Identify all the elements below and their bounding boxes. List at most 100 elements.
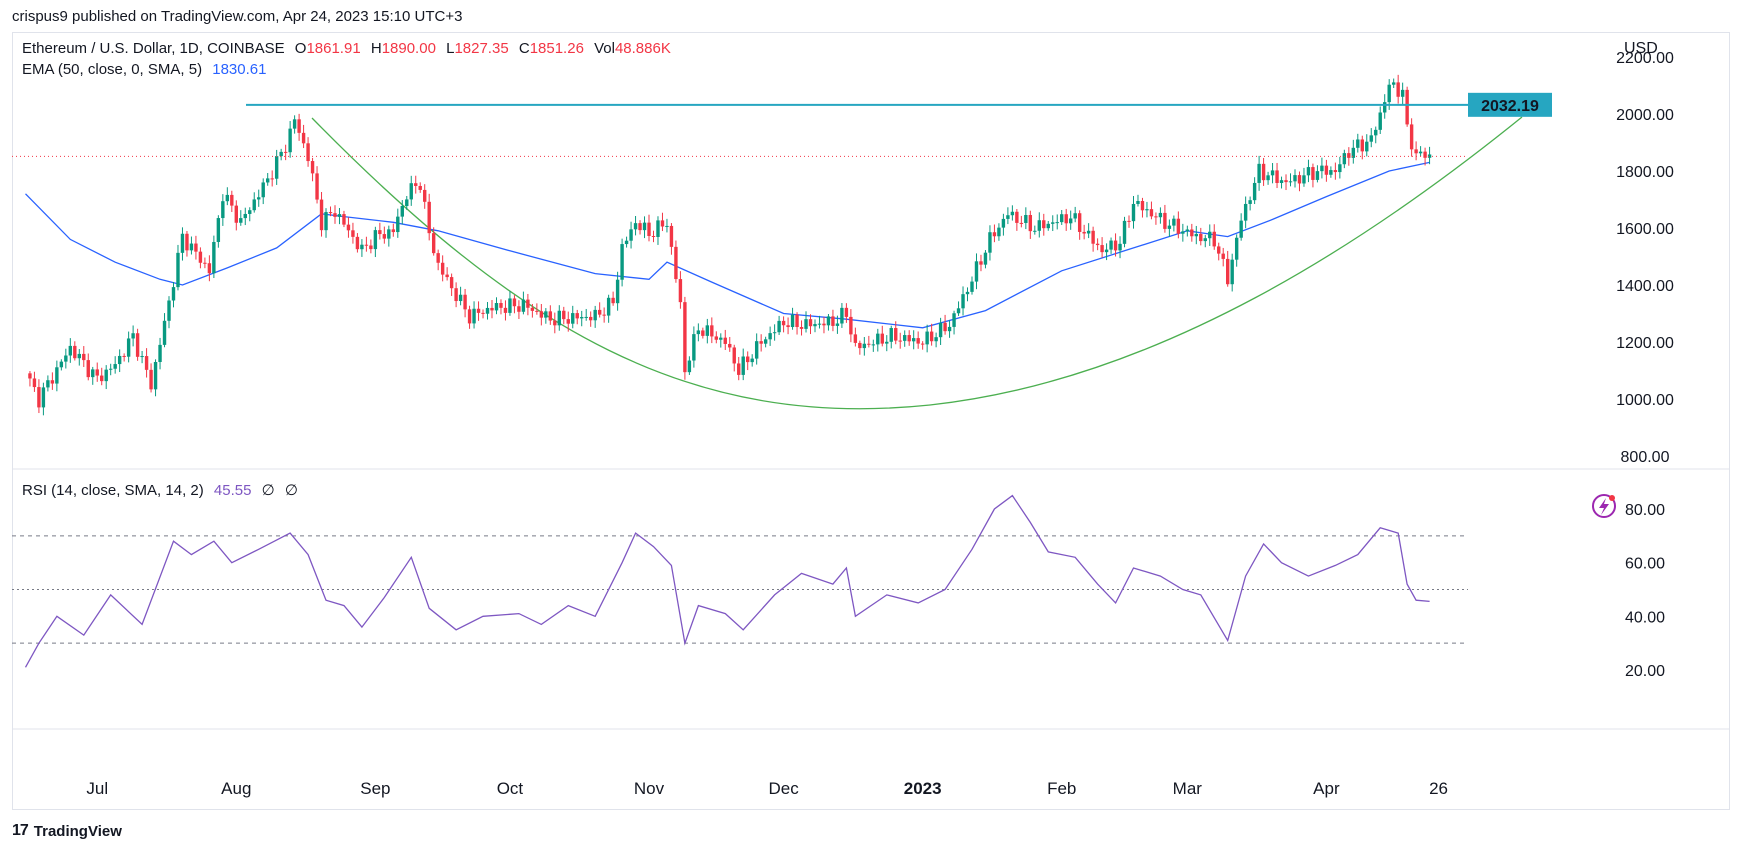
candle-body (597, 309, 602, 315)
price-tick-label: 1600.00 (1616, 221, 1674, 238)
candle-body (1230, 259, 1234, 285)
candle-body (257, 197, 261, 200)
candle-body (772, 332, 777, 334)
candle-body (1423, 151, 1427, 158)
candle-body (113, 364, 117, 369)
candle-body (898, 340, 902, 342)
candle-body (1212, 231, 1216, 247)
candle-body (633, 223, 638, 230)
time-tick-label: Apr (1313, 779, 1340, 798)
candle-body (158, 344, 162, 362)
open-value: 1861.91 (306, 40, 361, 57)
tradingview-footer[interactable]: 17 TradingView (12, 822, 122, 840)
candle-body (1046, 223, 1050, 229)
price-tick-label: 2200.00 (1616, 50, 1674, 67)
candle-body (162, 320, 167, 345)
candle-body (490, 307, 494, 311)
candle-body (929, 331, 934, 342)
candle-body (1118, 243, 1122, 251)
candle-body (992, 232, 997, 237)
candle-body (239, 218, 243, 223)
candle-body (212, 241, 216, 274)
candle-body (1001, 218, 1006, 228)
time-tick-label: 26 (1429, 779, 1448, 798)
candle-body (638, 223, 642, 231)
candle-body (602, 314, 606, 316)
candle-body (979, 261, 983, 265)
candle-body (198, 251, 203, 263)
candle-body (544, 311, 548, 318)
candle-body (149, 369, 153, 390)
low-value: 1827.35 (454, 40, 509, 57)
candle-body (288, 128, 292, 153)
candle-body (1167, 225, 1172, 229)
candle-body (55, 367, 59, 384)
symbol-legend: Ethereum / U.S. Dollar, 1D, COINBASE O18… (22, 40, 671, 57)
candle-body (266, 178, 270, 183)
candle-body (889, 328, 893, 342)
candle-body (1131, 203, 1136, 222)
candle-body (562, 310, 566, 320)
candle-body (117, 355, 122, 365)
rsi-tick-label: 40.00 (1625, 609, 1665, 626)
candle-body (844, 307, 849, 317)
candle-body (1145, 209, 1149, 211)
time-tick-label: 2023 (904, 779, 942, 798)
candle-body (629, 229, 633, 241)
candle-body (176, 252, 180, 288)
candle-body (37, 387, 41, 408)
candle-body (1306, 167, 1311, 176)
candle-body (449, 277, 454, 289)
candle-body (342, 214, 346, 225)
candle-body (508, 298, 512, 313)
candle-body (418, 185, 422, 190)
candle-body (974, 261, 979, 282)
candle-body (938, 322, 943, 338)
lightning-icon[interactable] (1592, 494, 1616, 518)
candle-body (135, 333, 140, 357)
candle-body (952, 313, 956, 327)
chart-frame (12, 32, 1730, 810)
time-tick-label: Jul (86, 779, 108, 798)
candle-body (934, 337, 938, 342)
candle-body (131, 333, 135, 339)
candle-body (1172, 218, 1176, 226)
candle-body (1418, 151, 1423, 154)
candle-body (1024, 215, 1028, 223)
candle-body (710, 325, 714, 337)
candle-body (1221, 253, 1225, 259)
candle-body (445, 274, 449, 278)
candle-body (1068, 218, 1073, 224)
published-header: crispus9 published on TradingView.com, A… (12, 8, 463, 25)
candle-body (741, 356, 745, 375)
candle-body (1374, 129, 1378, 136)
candle-body (997, 227, 1001, 237)
candle-body (620, 244, 624, 280)
candle-body (728, 343, 732, 348)
candle-body (50, 380, 55, 384)
candle-body (310, 161, 315, 174)
candle-body (319, 199, 324, 231)
candle-body (656, 220, 660, 237)
candle-body (1082, 231, 1086, 234)
candle-body (405, 199, 409, 206)
candle-body (252, 199, 256, 211)
candle-body (458, 294, 463, 302)
candle-body (1060, 214, 1064, 223)
candle-body (1122, 220, 1127, 244)
candle-body (750, 358, 754, 363)
candle-body (1176, 218, 1181, 234)
candle-body (337, 214, 342, 217)
candle-body (1042, 220, 1046, 229)
candle-body (920, 343, 925, 345)
candle-body (378, 230, 382, 235)
candle-body (1158, 212, 1163, 218)
candle-body (624, 240, 629, 245)
candle-body (943, 322, 947, 332)
candle-body (795, 314, 799, 328)
candle-body (1073, 213, 1077, 219)
candle-body (737, 363, 741, 375)
resistance-price-label: 2032.19 (1481, 98, 1539, 115)
candle-body (28, 373, 32, 379)
